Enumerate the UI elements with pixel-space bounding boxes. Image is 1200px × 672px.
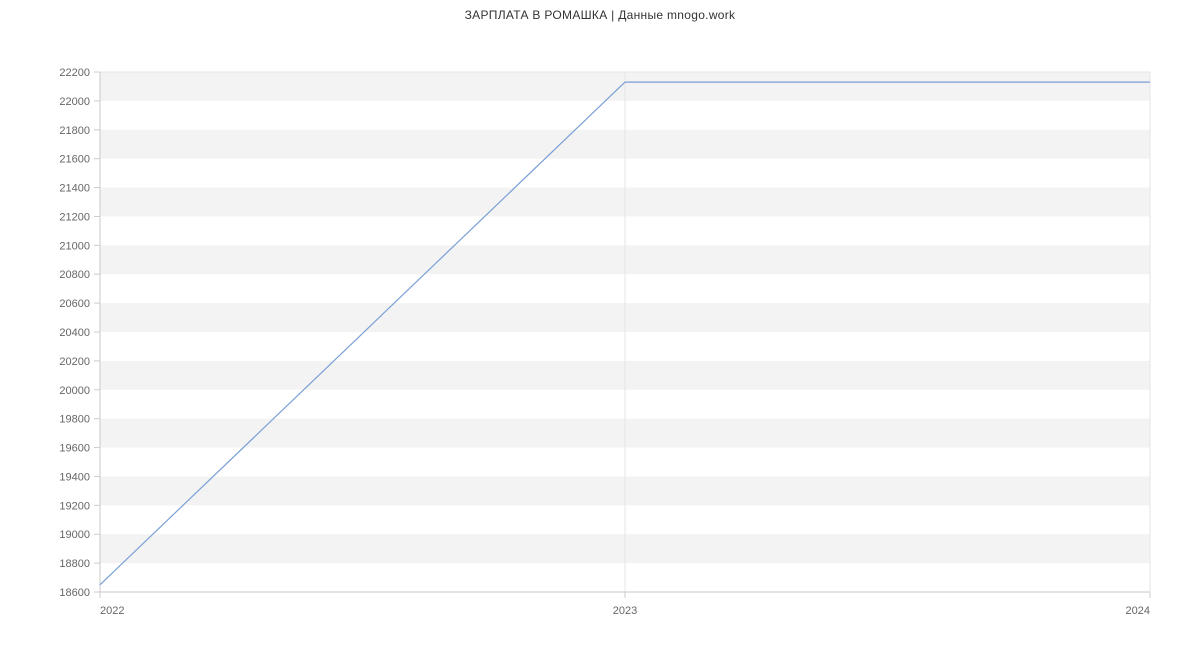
y-tick-label: 19000 xyxy=(59,529,90,541)
y-tick-label: 22200 xyxy=(59,67,90,79)
y-tick-label: 20800 xyxy=(59,269,90,281)
y-tick-label: 18600 xyxy=(59,587,90,599)
y-tick-label: 21200 xyxy=(59,211,90,223)
chart-svg: 18600 18800 19000 19200 19400 19600 19800 20000… xyxy=(0,22,1200,672)
x-tick-label: 2023 xyxy=(613,605,637,617)
y-tick-label: 22000 xyxy=(59,96,90,108)
y-tick-label: 20400 xyxy=(59,327,90,339)
y-tick-label: 20000 xyxy=(59,385,90,397)
y-tick-label: 21000 xyxy=(59,240,90,252)
x-tick-label: 2022 xyxy=(100,605,124,617)
y-tick-label: 19800 xyxy=(59,414,90,426)
y-tick-label: 21400 xyxy=(59,183,90,195)
y-tick-label: 18800 xyxy=(59,558,90,570)
y-tick-label: 19200 xyxy=(59,500,90,512)
y-tick-label: 20200 xyxy=(59,356,90,368)
y-tick-label: 21800 xyxy=(59,125,90,137)
y-tick-label: 19400 xyxy=(59,471,90,483)
y-tick-label: 20600 xyxy=(59,298,90,310)
salary-line-chart: ЗАРПЛАТА В РОМАШКА | Данные mnogo.work 1… xyxy=(0,0,1200,650)
chart-title: ЗАРПЛАТА В РОМАШКА | Данные mnogo.work xyxy=(0,0,1200,22)
y-tick-label: 21600 xyxy=(59,154,90,166)
x-tick-label: 2024 xyxy=(1126,605,1150,617)
y-tick-label: 19600 xyxy=(59,443,90,455)
